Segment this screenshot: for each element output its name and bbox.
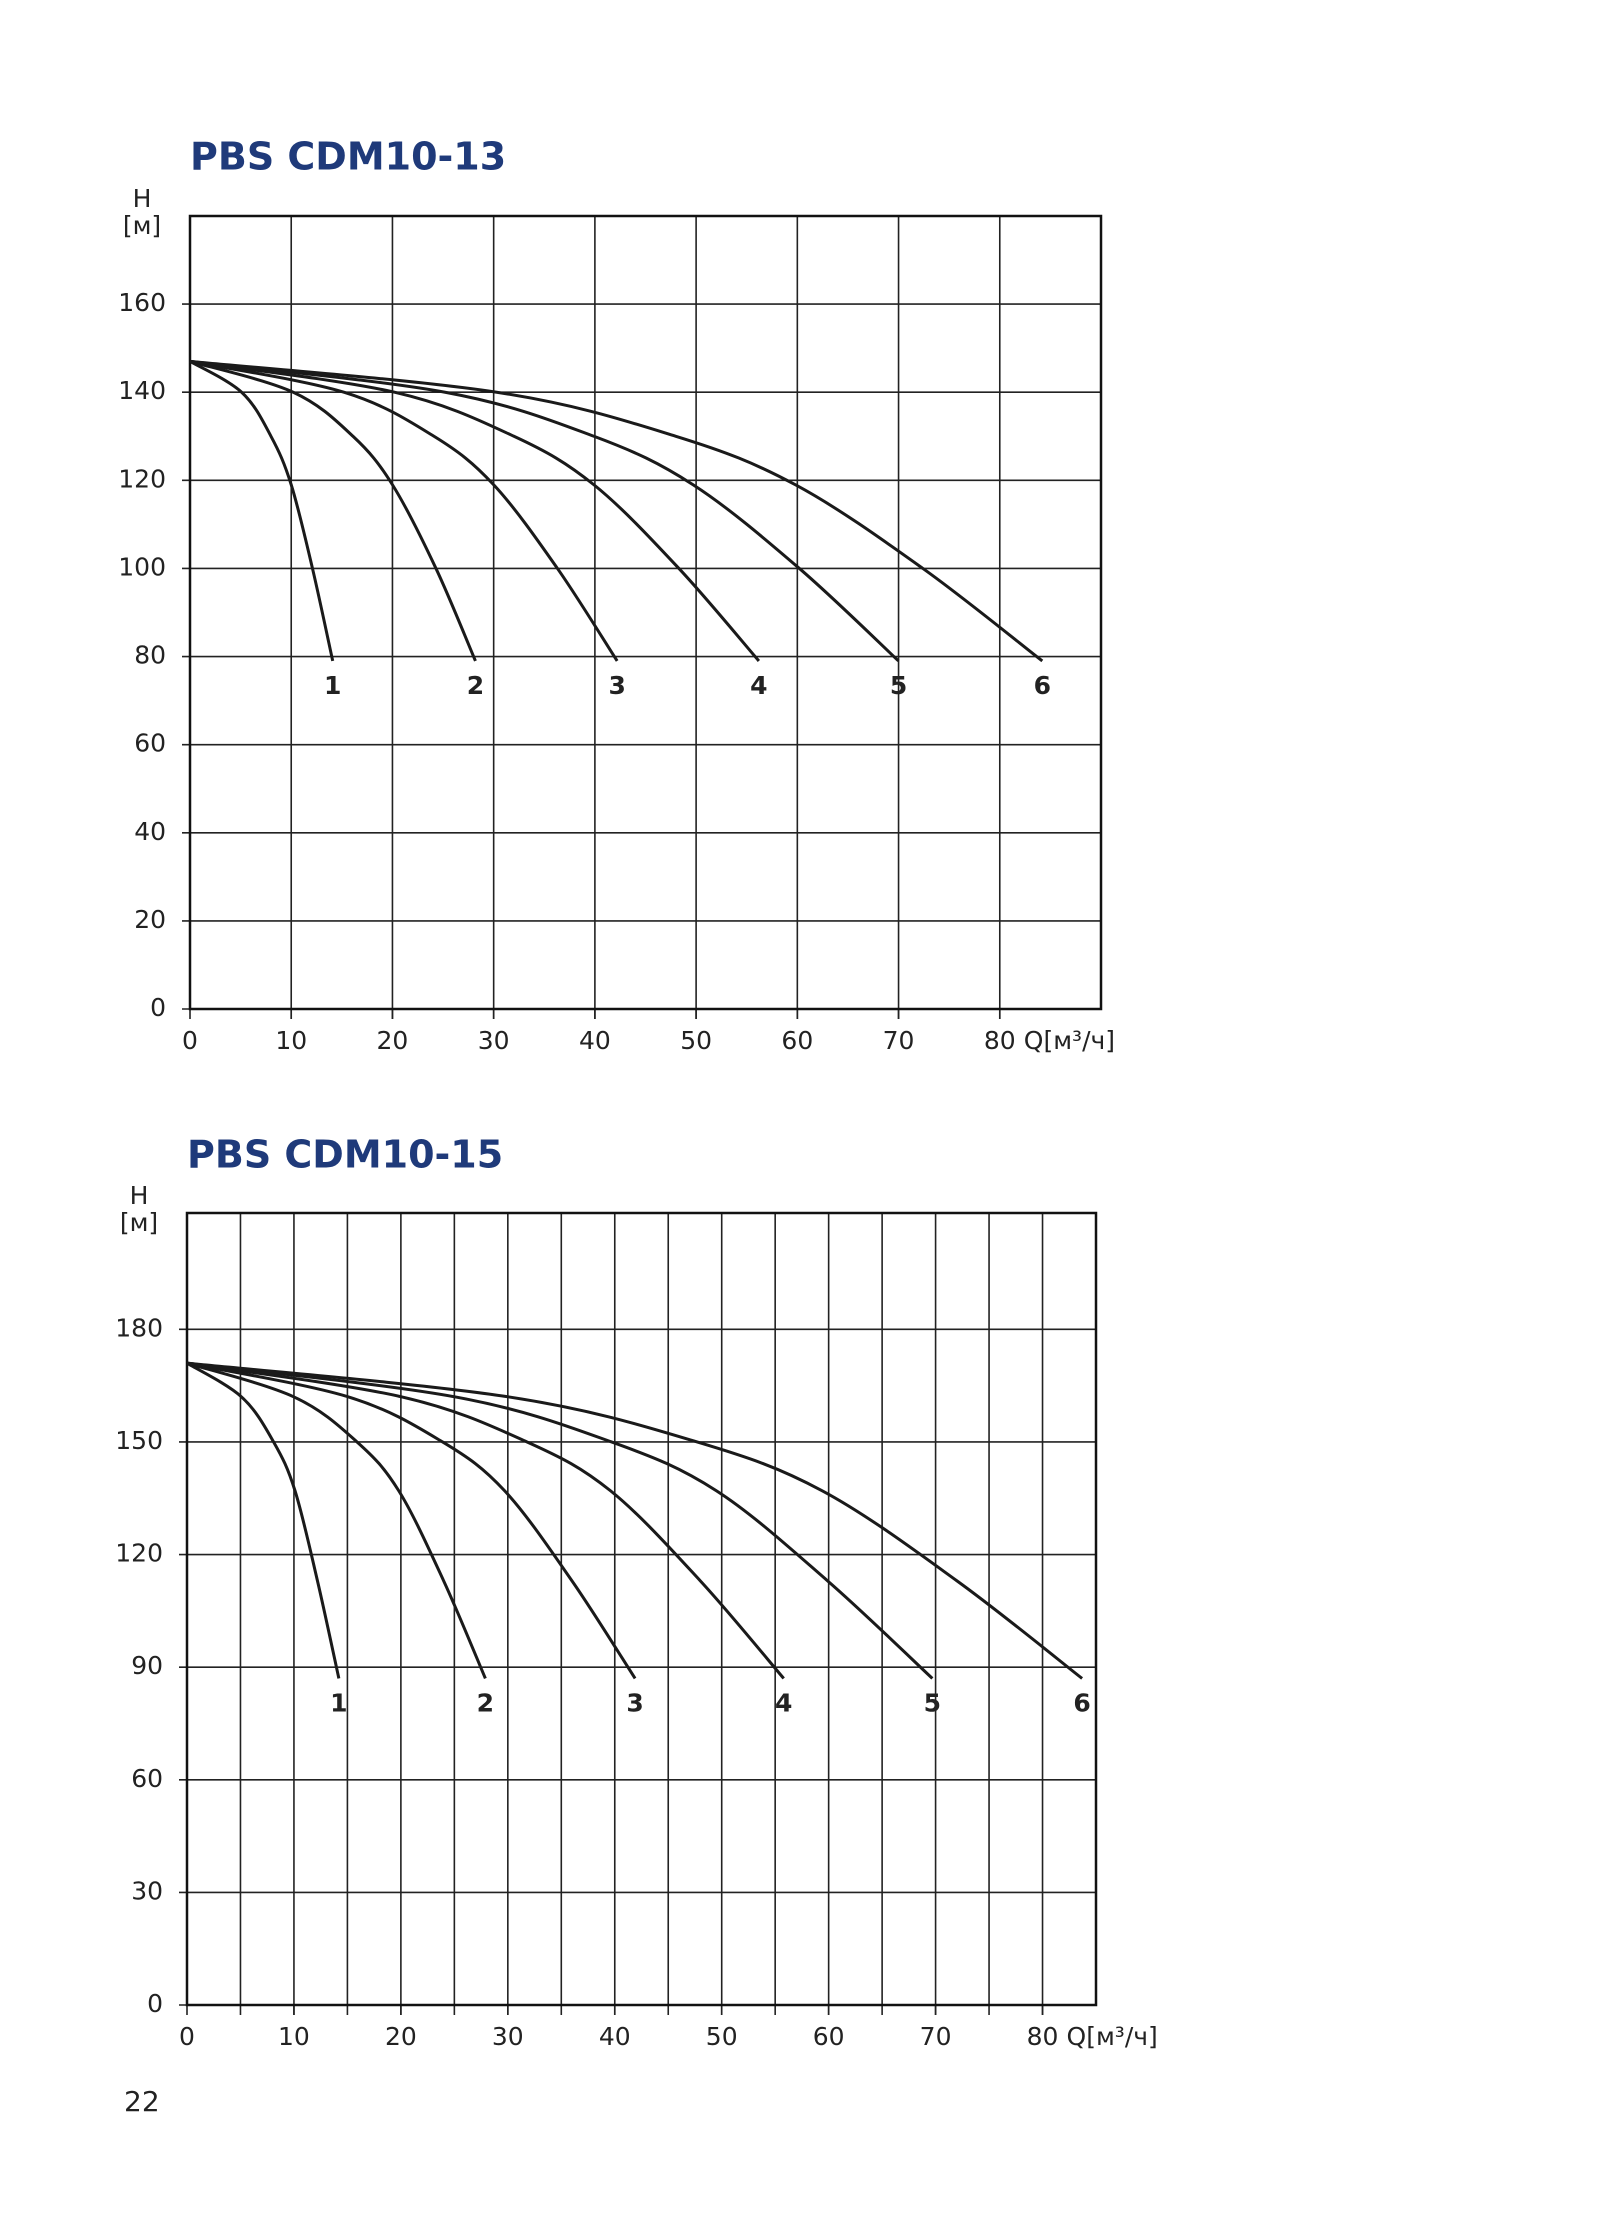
y-tick-label: 20 bbox=[134, 905, 166, 934]
x-tick-label: 30 bbox=[492, 2022, 524, 2051]
pump-curve bbox=[189, 359, 477, 662]
y-tick-label: 60 bbox=[134, 729, 166, 758]
x-axis-label: Q[м³/ч] bbox=[1067, 2022, 1158, 2051]
pump-curve bbox=[189, 359, 900, 663]
y-tick-label: 180 bbox=[115, 1313, 163, 1342]
y-axis-label: Н bbox=[130, 1181, 149, 1210]
y-tick-label: 90 bbox=[131, 1651, 163, 1680]
pump-curve bbox=[186, 1361, 341, 1679]
plot-frame bbox=[185, 1211, 1098, 2007]
curve-label: 3 bbox=[608, 671, 625, 700]
x-axis-label: Q[м³/ч] bbox=[1024, 1026, 1115, 1055]
plot-frame bbox=[188, 214, 1103, 1011]
curve-label: 5 bbox=[890, 671, 907, 700]
curve-label: 1 bbox=[324, 671, 341, 700]
x-tick-label: 0 bbox=[182, 1026, 198, 1055]
y-tick-label: 120 bbox=[118, 464, 166, 493]
pump-curve bbox=[186, 1361, 487, 1680]
y-tick-label: 80 bbox=[134, 641, 166, 670]
x-tick-label: 40 bbox=[579, 1026, 611, 1055]
pump-curve bbox=[186, 1361, 785, 1680]
x-tick-label: 80 bbox=[984, 1026, 1016, 1055]
y-tick-label: 40 bbox=[134, 817, 166, 846]
y-tick-label: 100 bbox=[118, 552, 166, 581]
y-tick-label: 0 bbox=[147, 1989, 163, 2018]
y-tick-label: 30 bbox=[131, 1876, 163, 1905]
x-tick-label: 30 bbox=[478, 1026, 510, 1055]
x-tick-label: 20 bbox=[385, 2022, 417, 2051]
pump-curve bbox=[189, 359, 1044, 663]
x-tick-label: 60 bbox=[813, 2022, 845, 2051]
curve-label: 6 bbox=[1073, 1688, 1090, 1717]
x-tick-label: 10 bbox=[278, 2022, 310, 2051]
x-tick-label: 70 bbox=[920, 2022, 952, 2051]
y-axis-label: Н bbox=[133, 184, 152, 213]
x-tick-label: 60 bbox=[781, 1026, 813, 1055]
y-tick-label: 120 bbox=[115, 1539, 163, 1568]
y-tick-label: 140 bbox=[118, 376, 166, 405]
curve-label: 4 bbox=[750, 671, 767, 700]
pump-curve bbox=[189, 359, 619, 662]
curve-label: 6 bbox=[1034, 671, 1051, 700]
page-number: 22 bbox=[124, 2085, 160, 2118]
chart-title: PBS CDM10-15 bbox=[187, 1133, 503, 1177]
chart-title: PBS CDM10-13 bbox=[190, 135, 506, 179]
y-tick-label: 150 bbox=[115, 1426, 163, 1455]
curve-label: 2 bbox=[477, 1688, 494, 1717]
x-tick-label: 50 bbox=[706, 2022, 738, 2051]
y-tick-label: 60 bbox=[131, 1764, 163, 1793]
y-tick-label: 0 bbox=[150, 993, 166, 1022]
pump-curve bbox=[189, 360, 335, 662]
x-tick-label: 40 bbox=[599, 2022, 631, 2051]
y-tick-label: 160 bbox=[118, 288, 166, 317]
curve-label: 2 bbox=[467, 671, 484, 700]
x-tick-label: 10 bbox=[275, 1026, 307, 1055]
pump-curve bbox=[186, 1361, 1084, 1680]
y-axis-unit: [м] bbox=[120, 1208, 158, 1237]
x-tick-label: 50 bbox=[680, 1026, 712, 1055]
pump-curve bbox=[186, 1361, 637, 1680]
x-tick-label: 70 bbox=[883, 1026, 915, 1055]
pump-curve bbox=[189, 359, 761, 662]
x-tick-label: 0 bbox=[179, 2022, 195, 2051]
y-axis-unit: [м] bbox=[123, 211, 161, 240]
curve-label: 5 bbox=[924, 1688, 941, 1717]
curve-label: 4 bbox=[775, 1688, 792, 1717]
x-tick-label: 80 bbox=[1027, 2022, 1059, 2051]
x-tick-label: 20 bbox=[377, 1026, 409, 1055]
curve-label: 1 bbox=[330, 1688, 347, 1717]
curve-label: 3 bbox=[626, 1688, 643, 1717]
pump-curve bbox=[186, 1361, 934, 1680]
